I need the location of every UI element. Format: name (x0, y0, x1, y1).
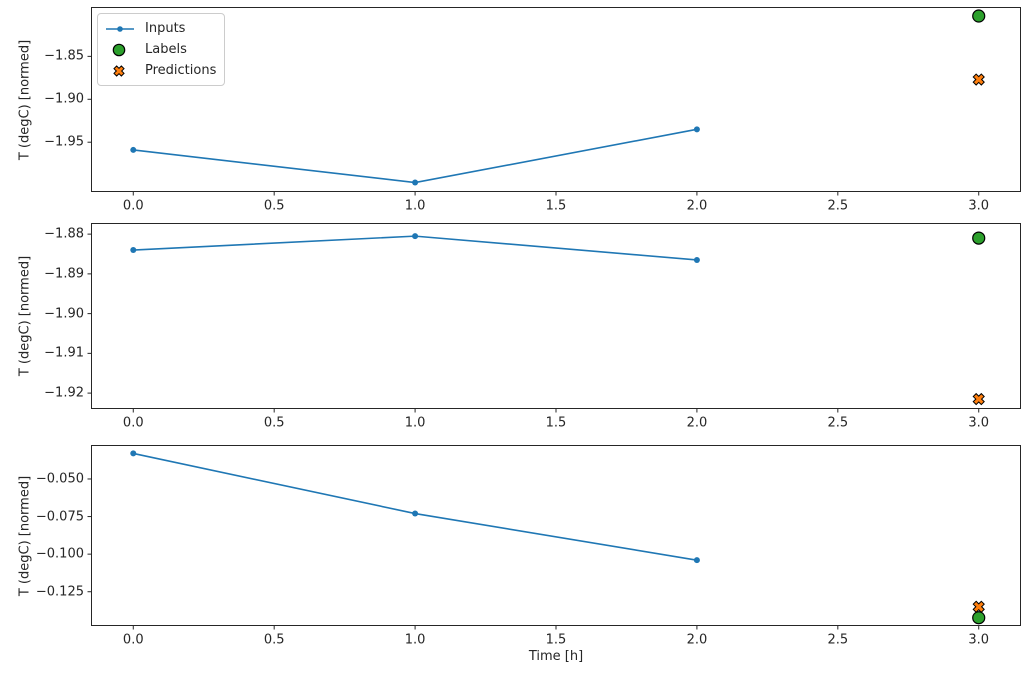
x-tick-label: 2.5 (827, 632, 849, 648)
x-axis-label: Time [h] (528, 649, 584, 664)
x-tick-label: 2.0 (686, 415, 708, 431)
legend-item-inputs: Inputs (104, 18, 216, 39)
labels-marker (972, 9, 986, 23)
y-axis-label-subplot-2: T (degC) [normed] (17, 255, 33, 377)
x-tick-label: 1.5 (545, 632, 567, 648)
y-tick-label: −0.125 (35, 584, 84, 600)
inputs-marker (693, 126, 700, 133)
inputs-marker (130, 247, 137, 254)
inputs-line (133, 452, 698, 561)
plot-border (91, 445, 1021, 626)
predictions-marker (972, 600, 985, 613)
x-tick-label: 2.5 (827, 198, 849, 214)
plot-border (91, 223, 1021, 409)
inputs-marker (130, 146, 137, 153)
y-tick-label: −0.100 (35, 546, 84, 562)
inputs-marker (693, 557, 700, 564)
x-tick-label: 3.0 (968, 632, 990, 648)
subplot-3-canvas (87, 445, 1021, 630)
y-tick-label: −1.90 (44, 306, 84, 322)
legend-label-labels: Labels (145, 42, 187, 57)
y-axis-label-subplot-3: T (degC) [normed] (17, 475, 33, 597)
y-axis-label-subplot-1: T (degC) [normed] (17, 39, 33, 161)
x-tick-label: 3.0 (968, 415, 990, 431)
predictions-marker (972, 73, 985, 86)
x-tick-label: 0.0 (122, 415, 144, 431)
x-tick-label: 1.0 (404, 415, 426, 431)
inputs-line (133, 128, 698, 184)
x-tick-label: 1.5 (545, 415, 567, 431)
inputs-marker (412, 179, 419, 186)
x-tick-label: 2.0 (686, 632, 708, 648)
inputs-line (133, 235, 697, 261)
y-tick-label: −1.95 (44, 134, 84, 150)
y-tick-label: −1.85 (44, 48, 84, 64)
x-tick-label: 0.5 (263, 198, 285, 214)
x-tick-label: 0.5 (263, 415, 285, 431)
inputs-marker (412, 510, 419, 517)
subplot-1-canvas (87, 7, 1021, 196)
x-tick-label: 0.0 (122, 198, 144, 214)
legend-item-labels: Labels (104, 39, 216, 60)
x-tick-label: 2.5 (827, 415, 849, 431)
legend-item-predictions: Predictions (104, 60, 216, 81)
legend-label-predictions: Predictions (145, 63, 217, 78)
labels-marker (972, 231, 986, 245)
labels-circle-icon (112, 43, 126, 56)
inputs-marker (130, 450, 137, 457)
x-tick-label: 0.0 (122, 632, 144, 648)
x-tick-label: 3.0 (968, 198, 990, 214)
x-tick-label: 0.5 (263, 632, 285, 648)
predictions-x-icon (113, 64, 125, 77)
plot-border (91, 7, 1021, 192)
inputs-marker (412, 233, 419, 240)
y-tick-label: −1.89 (44, 266, 84, 282)
y-tick-label: −1.91 (44, 345, 84, 361)
x-tick-label: 1.0 (404, 632, 426, 648)
subplot-2-canvas (87, 223, 1021, 413)
inputs-line-icon (106, 25, 134, 32)
x-tick-label: 1.0 (404, 198, 426, 214)
legend: Inputs Labels Predictions (97, 13, 225, 86)
x-tick-label: 1.5 (545, 198, 567, 214)
x-tick-label: 2.0 (686, 198, 708, 214)
y-tick-label: −0.075 (35, 509, 84, 525)
labels-marker (972, 611, 986, 625)
inputs-marker (693, 256, 700, 263)
y-tick-label: −0.050 (35, 471, 84, 487)
y-tick-label: −1.92 (44, 385, 84, 401)
legend-label-inputs: Inputs (145, 21, 186, 36)
y-tick-label: −1.90 (44, 91, 84, 107)
y-tick-label: −1.88 (44, 226, 84, 242)
predictions-marker (972, 392, 985, 406)
